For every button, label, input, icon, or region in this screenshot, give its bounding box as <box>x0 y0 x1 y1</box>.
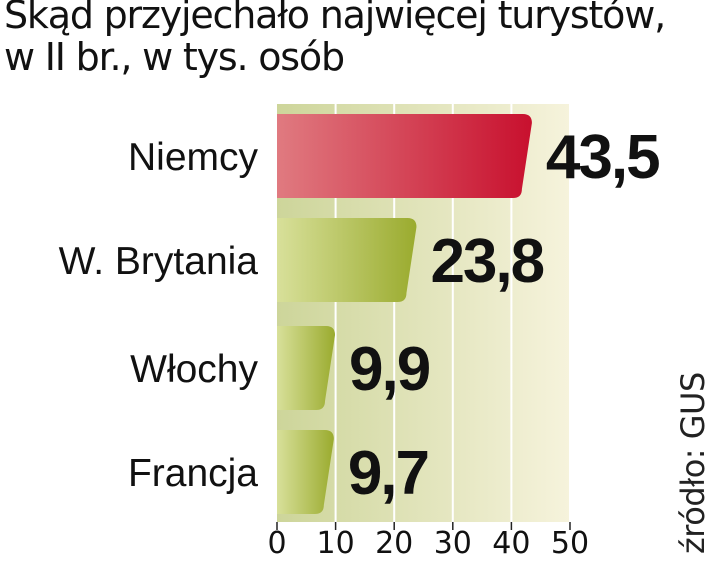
value-label: 43,5 <box>546 123 659 192</box>
tick-label: 40 <box>492 526 530 561</box>
value-label: 23,8 <box>430 227 543 296</box>
tick-label: 20 <box>375 526 413 561</box>
bar <box>277 114 532 198</box>
tick-label: 0 <box>267 526 286 561</box>
category-label: W. Brytania <box>59 240 259 283</box>
category-label: Włochy <box>130 348 258 391</box>
tick-label: 10 <box>317 526 355 561</box>
tick-label: 50 <box>551 526 589 561</box>
chart-title-line-1: Skąd przyjechało najwięcej turystów, <box>4 0 666 37</box>
category-label: Niemcy <box>128 136 259 179</box>
bar <box>277 326 336 410</box>
tick-label: 30 <box>434 526 472 561</box>
value-label: 9,7 <box>348 439 428 508</box>
bar <box>277 218 417 302</box>
source-note: źródło: GUS <box>674 372 712 554</box>
chart-title: Skąd przyjechało najwięcej turystów, w I… <box>4 0 720 78</box>
chart-title-line-2: w II br., w tys. osób <box>4 35 345 79</box>
value-label: 9,9 <box>349 335 430 404</box>
bar <box>277 430 334 514</box>
category-label: Francja <box>128 452 258 495</box>
